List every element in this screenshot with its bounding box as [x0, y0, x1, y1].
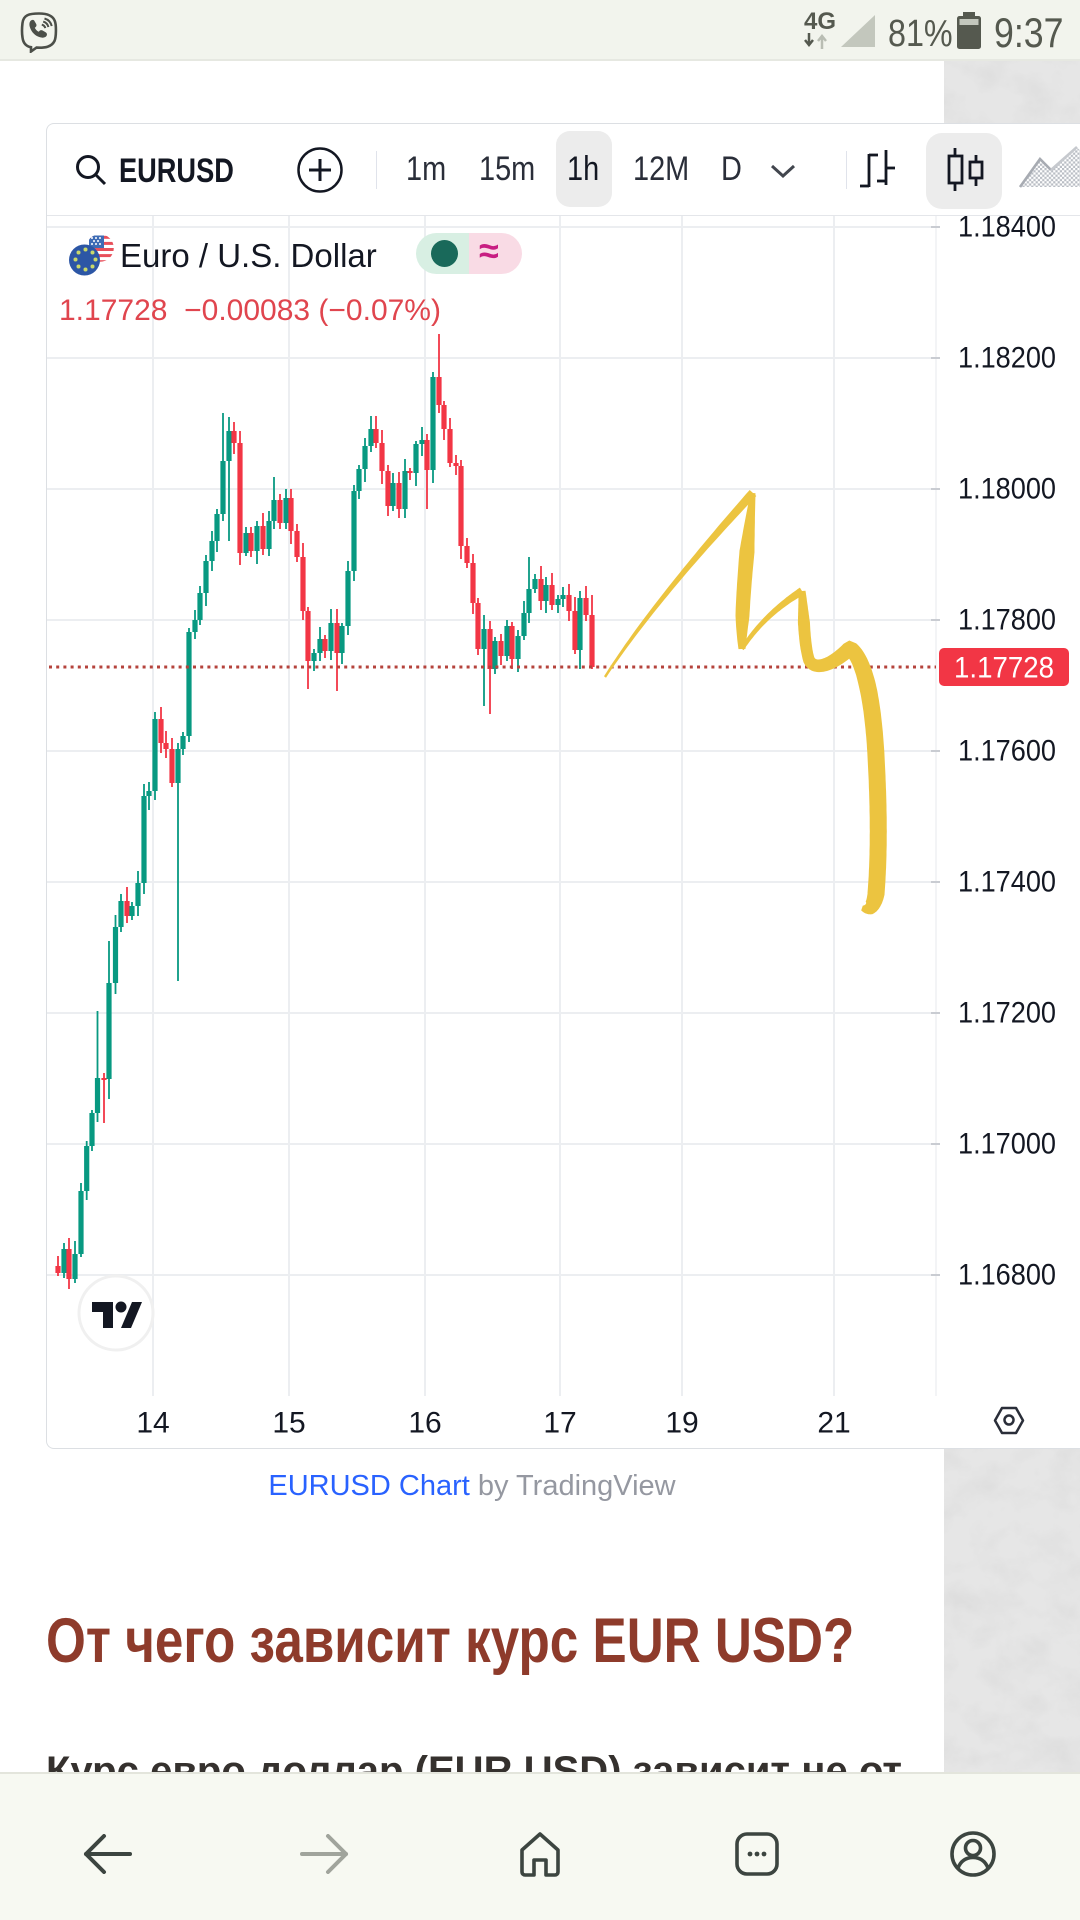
- svg-text:1.16800: 1.16800: [958, 1259, 1056, 1292]
- svg-text:19: 19: [665, 1407, 698, 1440]
- svg-text:1.17728: 1.17728: [954, 652, 1054, 685]
- svg-text:1.18200: 1.18200: [958, 342, 1056, 375]
- svg-text:1.18400: 1.18400: [958, 216, 1056, 244]
- svg-text:21: 21: [817, 1407, 850, 1440]
- svg-text:15: 15: [272, 1407, 305, 1440]
- svg-text:1.17000: 1.17000: [958, 1128, 1056, 1161]
- svg-text:1.17800: 1.17800: [958, 604, 1056, 637]
- svg-text:16: 16: [408, 1407, 441, 1440]
- svg-text:14: 14: [136, 1407, 169, 1440]
- svg-text:1.17600: 1.17600: [958, 735, 1056, 768]
- svg-text:1.18000: 1.18000: [958, 473, 1056, 506]
- svg-text:1.17400: 1.17400: [958, 866, 1056, 899]
- svg-text:1.17200: 1.17200: [958, 997, 1056, 1030]
- svg-text:17: 17: [543, 1407, 576, 1440]
